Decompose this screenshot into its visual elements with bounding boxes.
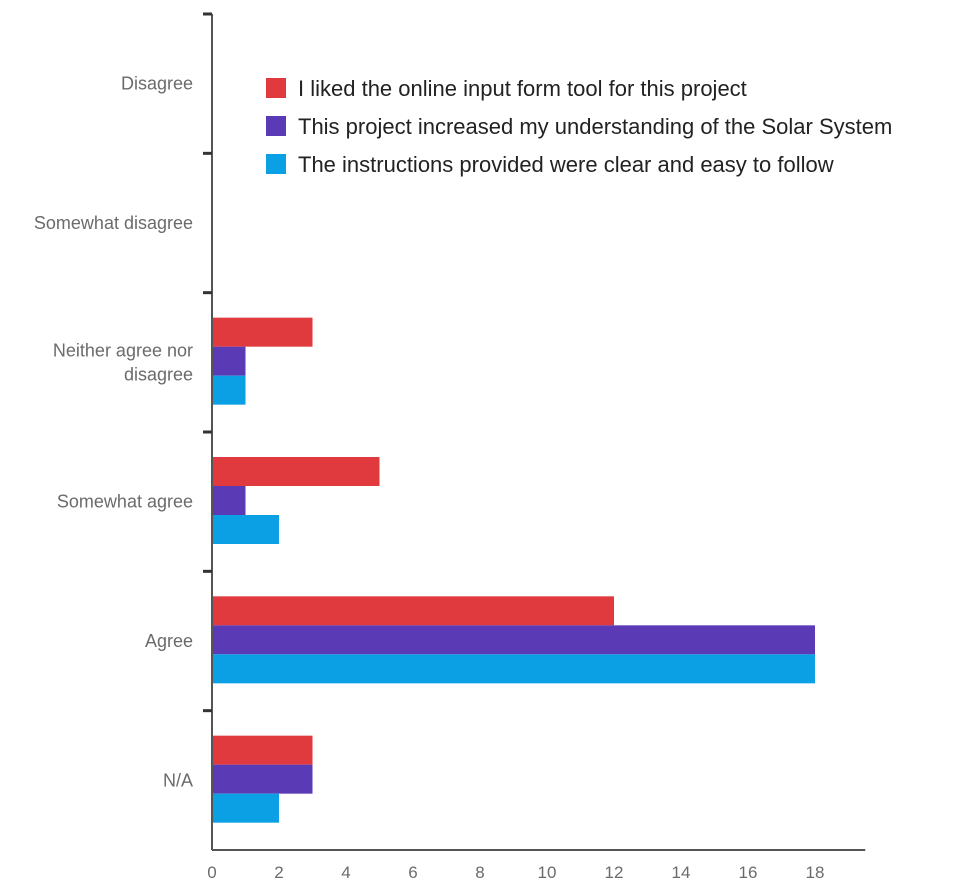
legend: I liked the online input form tool for t…: [266, 76, 892, 177]
category-label: Somewhat agree: [57, 492, 193, 512]
category-label: Neither agree nor: [53, 340, 193, 360]
legend-swatch: [266, 116, 286, 136]
x-tick-label: 10: [538, 863, 557, 882]
category-label: Agree: [145, 631, 193, 651]
legend-label: The instructions provided were clear and…: [298, 152, 834, 177]
legend-swatch: [266, 154, 286, 174]
category-label: Disagree: [121, 74, 193, 94]
bars: [212, 317, 815, 823]
bar-1-n-a: [212, 764, 313, 794]
y-axis: [203, 12, 213, 850]
bar-2-neither-agree-nor-disagree: [212, 375, 246, 405]
bar-2-agree: [212, 654, 815, 684]
x-tick-label: 18: [806, 863, 825, 882]
bar-2-somewhat-agree: [212, 515, 279, 544]
category-label: N/A: [163, 770, 193, 790]
bar-1-agree: [212, 625, 815, 655]
x-tick-label: 14: [672, 863, 691, 882]
x-tick-label: 0: [207, 863, 216, 882]
bar-1-somewhat-agree: [212, 486, 246, 515]
x-tick-label: 8: [475, 863, 484, 882]
x-tick-label: 4: [341, 863, 350, 882]
legend-swatch: [266, 78, 286, 98]
legend-label: I liked the online input form tool for t…: [298, 76, 747, 101]
bar-0-n-a: [212, 735, 313, 765]
x-tick-label: 2: [274, 863, 283, 882]
bar-0-neither-agree-nor-disagree: [212, 317, 313, 347]
bar-1-neither-agree-nor-disagree: [212, 346, 246, 376]
x-tick-label: 6: [408, 863, 417, 882]
bar-0-agree: [212, 596, 614, 626]
category-labels: Disagree Somewhat disagree Neither agree n…: [34, 74, 193, 791]
category-label: Somewhat disagree: [34, 213, 193, 233]
bar-2-n-a: [212, 793, 279, 823]
x-tick-label: 16: [739, 863, 758, 882]
category-label: disagree: [124, 364, 193, 384]
x-tick-label: 12: [605, 863, 624, 882]
x-axis: 0 2 4 6 8 10 12 14 16 18: [207, 849, 866, 882]
legend-label: This project increased my understanding …: [298, 114, 892, 139]
bar-0-somewhat-agree: [212, 457, 380, 486]
